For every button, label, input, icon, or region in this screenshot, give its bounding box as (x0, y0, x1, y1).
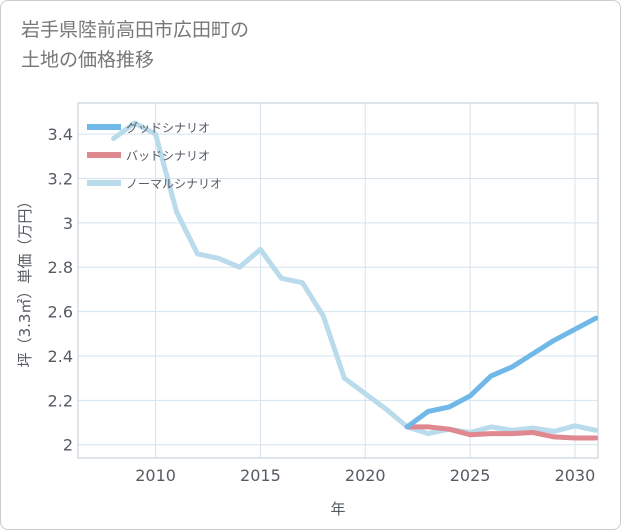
y-axis-title: 坪（3.3㎡）単価（万円） (16, 194, 34, 368)
series-line-2 (111, 120, 598, 437)
legend-swatch (87, 124, 121, 130)
legend-swatch (87, 180, 121, 186)
x-axis-title: 年 (330, 500, 345, 518)
y-tick-label: 2.4 (48, 347, 73, 366)
x-tick-label: 2020 (345, 466, 386, 485)
y-tick-label: 2 (63, 436, 73, 455)
legend-label: グッドシナリオ (126, 121, 210, 135)
series-lines (111, 120, 598, 441)
y-tick-label: 3.2 (48, 169, 73, 188)
x-tick-label: 2025 (450, 466, 491, 485)
series-line-0 (404, 315, 598, 430)
y-tick-label: 2.8 (48, 258, 73, 277)
tick-labels: 2010 2015 2020 2025 2030 2 2.2 2.4 2.6 2.8 3 3.2 3.4 (48, 125, 596, 485)
legend-label: ノーマルシナリオ (126, 177, 222, 191)
x-tick-label: 2015 (240, 466, 281, 485)
y-tick-label: 3 (63, 214, 73, 233)
legend-swatch (87, 152, 121, 158)
y-tick-label: 2.2 (48, 391, 73, 410)
plot-area-border (77, 102, 599, 459)
x-tick-label: 2030 (555, 466, 596, 485)
y-tick-label: 2.6 (48, 303, 73, 322)
series-line-1 (404, 424, 598, 441)
y-tick-label: 3.4 (48, 125, 73, 144)
x-tick-label: 2010 (135, 466, 176, 485)
legend-label: バッドシナリオ (126, 149, 210, 163)
chart-title: 岩手県陸前高田市広田町の 土地の価格推移 (21, 19, 250, 71)
grid-lines (78, 103, 598, 458)
